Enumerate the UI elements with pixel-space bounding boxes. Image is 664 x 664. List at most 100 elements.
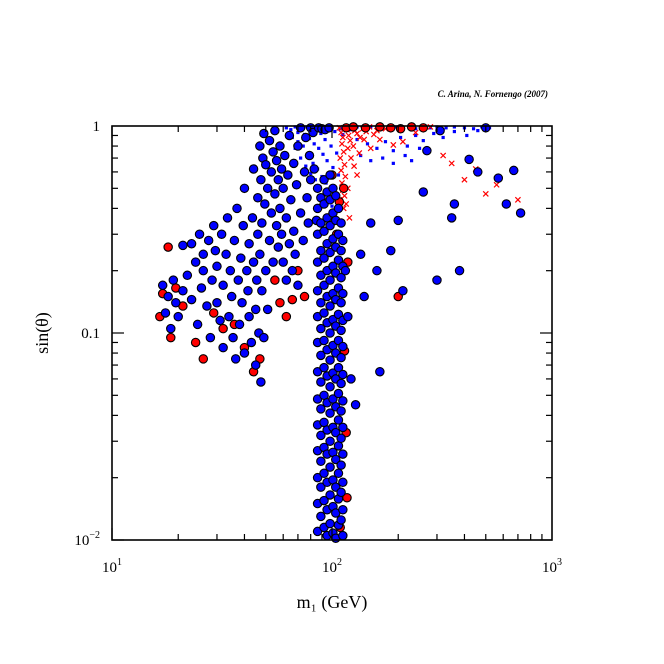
data-point-red-cross — [482, 190, 489, 197]
data-point-blue-square — [465, 133, 469, 138]
data-point-blue-circle — [257, 285, 267, 296]
data-point-blue-circle — [271, 220, 282, 231]
data-point-blue-circle — [336, 433, 346, 444]
data-point-blue-square — [293, 125, 297, 129]
data-point-blue-circle — [295, 208, 306, 218]
data-point-blue-square — [330, 204, 334, 208]
data-point-blue-square — [441, 135, 445, 140]
data-point-blue-circle — [276, 229, 287, 239]
data-point-blue-square — [391, 161, 395, 165]
y-tick-label: 0.1 — [81, 326, 100, 342]
data-point-red-cross — [461, 176, 468, 183]
data-point-blue-circle — [236, 253, 246, 263]
data-point-blue-circle — [264, 235, 275, 246]
data-point-blue-circle — [257, 218, 267, 228]
data-point-red-cross — [448, 160, 455, 167]
data-point-blue-square — [336, 173, 341, 177]
data-point-blue-circle — [198, 249, 209, 260]
data-point-blue-circle — [305, 174, 316, 185]
data-point-blue-square — [428, 126, 432, 130]
data-point-red-cross — [514, 196, 521, 203]
data-point-blue-square — [284, 126, 288, 130]
data-point-blue-circle — [493, 173, 504, 183]
data-point-red-circle — [360, 123, 371, 133]
data-point-blue-circle — [198, 265, 209, 276]
data-point-blue-circle — [508, 165, 519, 176]
data-point-blue-circle — [178, 285, 188, 296]
data-point-blue-circle — [338, 341, 348, 352]
data-point-blue-circle — [338, 422, 348, 433]
data-point-blue-circle — [454, 265, 465, 276]
data-point-blue-circle — [178, 240, 188, 251]
data-point-blue-circle — [233, 275, 244, 285]
data-point-blue-circle — [261, 265, 271, 276]
data-point-blue-circle — [319, 335, 329, 346]
data-point-blue-circle — [242, 265, 252, 276]
data-point-blue-square — [321, 152, 325, 156]
data-point-blue-circle — [202, 301, 212, 311]
data-point-blue-circle — [325, 328, 335, 338]
data-point-red-circle — [198, 354, 209, 364]
data-point-blue-circle — [325, 462, 335, 472]
data-point-blue-circle — [338, 449, 348, 459]
data-point-blue-square — [432, 131, 436, 136]
data-point-blue-circle — [316, 377, 326, 387]
data-point-red-cross — [356, 134, 363, 141]
data-point-blue-circle — [275, 203, 285, 214]
data-point-blue-circle — [291, 180, 302, 190]
data-point-blue-circle — [501, 199, 512, 209]
data-point-blue-square — [304, 164, 308, 168]
data-point-blue-square — [296, 130, 300, 135]
data-point-blue-circle — [171, 298, 181, 308]
data-point-blue-circle — [262, 304, 273, 315]
data-point-blue-square — [331, 165, 335, 170]
data-point-blue-circle — [259, 128, 269, 139]
data-point-blue-circle — [316, 323, 326, 334]
data-point-blue-circle — [338, 505, 348, 515]
data-point-blue-circle — [346, 374, 356, 384]
data-point-blue-circle — [336, 378, 346, 389]
data-point-blue-circle — [253, 193, 263, 203]
data-point-blue-circle — [336, 272, 346, 283]
data-point-blue-circle — [319, 226, 329, 237]
data-point-blue-circle — [336, 245, 346, 256]
data-point-blue-circle — [515, 208, 526, 218]
data-point-blue-circle — [309, 164, 319, 174]
data-point-blue-circle — [284, 238, 295, 249]
data-point-red-cross — [351, 163, 358, 170]
data-point-blue-square — [391, 149, 395, 153]
data-point-blue-circle — [464, 154, 474, 165]
data-point-blue-circle — [243, 285, 253, 296]
data-point-blue-square — [299, 156, 303, 160]
data-point-blue-square — [394, 125, 398, 129]
data-point-red-cross — [344, 145, 351, 152]
data-point-blue-circle — [336, 515, 346, 525]
data-point-blue-circle — [312, 183, 323, 194]
data-point-blue-circle — [168, 275, 179, 285]
data-point-red-cross — [338, 140, 345, 147]
data-point-blue-circle — [283, 170, 293, 180]
data-point-blue-circle — [325, 301, 335, 311]
data-point-blue-square — [476, 129, 480, 133]
data-point-blue-circle — [260, 199, 270, 209]
data-point-red-cross — [493, 181, 500, 188]
plot-frame — [111, 125, 553, 541]
data-point-red-circle — [208, 308, 219, 318]
data-point-blue-circle — [270, 189, 280, 199]
data-point-blue-square — [319, 131, 323, 136]
data-point-blue-circle — [319, 174, 329, 185]
data-point-blue-square — [403, 153, 407, 158]
data-point-blue-circle — [336, 218, 346, 228]
data-point-blue-circle — [336, 460, 346, 470]
data-point-blue-square — [325, 159, 329, 163]
data-point-blue-circle — [293, 141, 303, 151]
data-point-blue-square — [417, 146, 422, 150]
data-point-blue-circle — [372, 265, 382, 276]
data-point-blue-circle — [259, 332, 269, 343]
data-point-blue-circle — [222, 213, 233, 223]
data-point-blue-circle — [203, 235, 214, 246]
data-point-blue-circle — [338, 369, 348, 380]
data-point-red-circle — [163, 242, 173, 252]
data-point-blue-square — [309, 171, 313, 176]
data-point-blue-circle — [319, 468, 329, 479]
